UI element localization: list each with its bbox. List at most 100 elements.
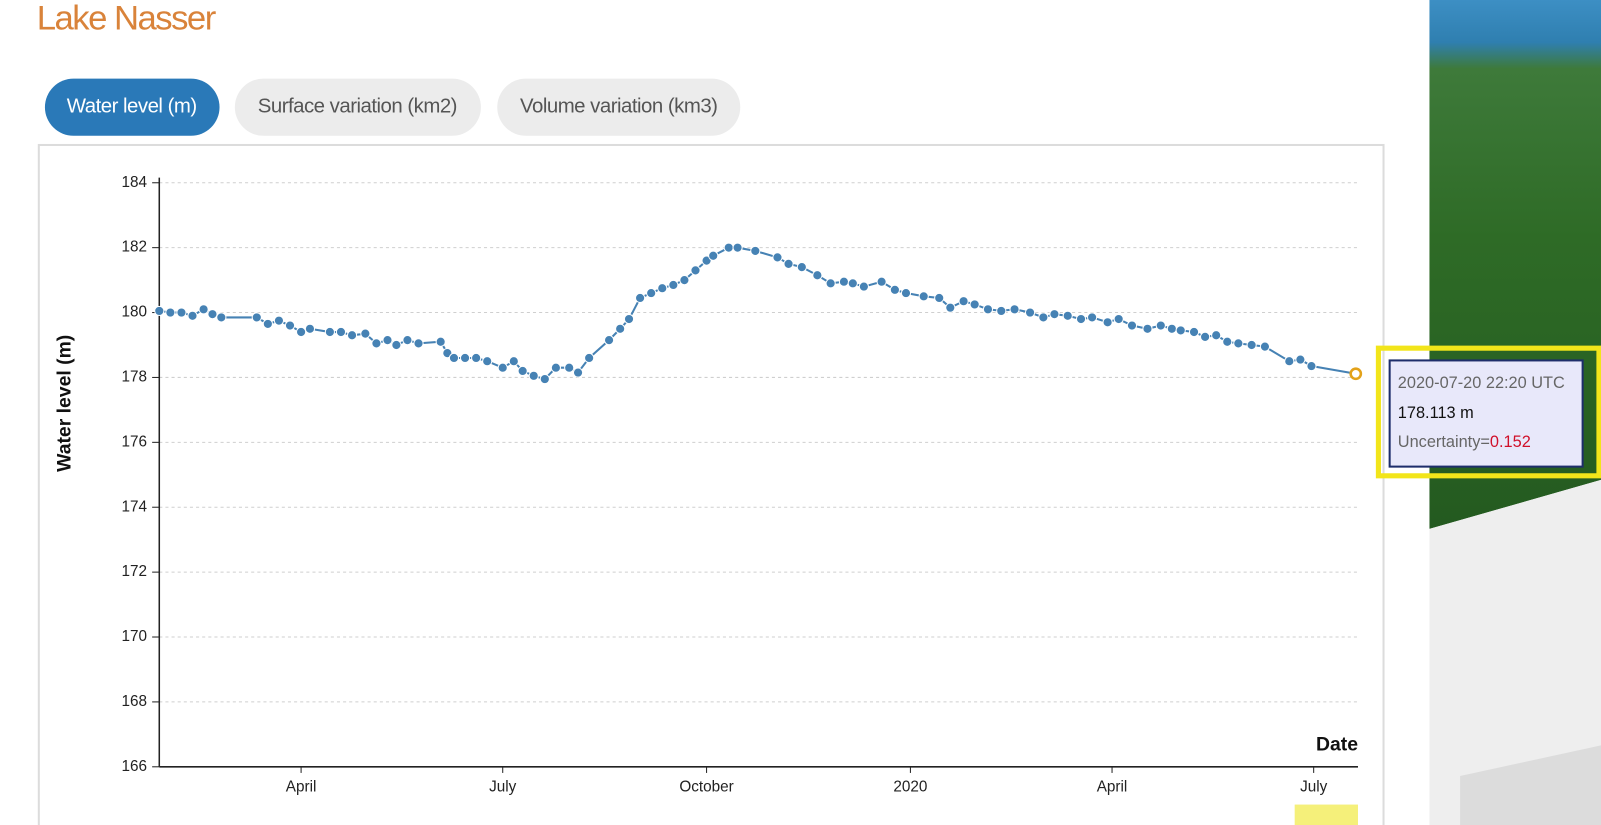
- data-point: [796, 262, 807, 273]
- data-point: [391, 339, 402, 351]
- data-point: [360, 328, 371, 339]
- data-point: [1188, 326, 1200, 338]
- data-point: [603, 335, 615, 346]
- data-point: [783, 258, 794, 269]
- data-point: [1049, 309, 1060, 320]
- plot: 166 168 170 172 174 176 178 180 182 184 April July O…: [122, 174, 1363, 795]
- data-point: [1113, 313, 1124, 325]
- page-title: Lake Nasser: [37, 0, 216, 38]
- data-point: [402, 335, 413, 346]
- tooltip-highlight: [1375, 345, 1601, 479]
- data-point: [528, 370, 539, 381]
- data-point: [413, 338, 424, 349]
- y-tick-label: 176: [122, 433, 148, 450]
- data-point: [945, 302, 956, 313]
- y-tick-label: 180: [122, 304, 148, 321]
- data-point: [176, 307, 187, 318]
- data-point: [657, 283, 668, 294]
- data-point: [448, 352, 460, 364]
- y-tick-label: 168: [122, 693, 148, 710]
- x-axis-label: Date: [1316, 733, 1358, 755]
- data-point: [165, 307, 176, 318]
- data-point: [1295, 354, 1306, 365]
- tab-label[interactable]: Water level (m): [67, 96, 197, 118]
- y-tick-label: 178: [122, 368, 148, 385]
- data-point: [324, 326, 336, 338]
- data-point: [187, 310, 198, 321]
- data-point: [550, 362, 562, 373]
- data-point: [1233, 338, 1244, 349]
- data-point: [668, 279, 679, 291]
- data-point: [564, 362, 575, 373]
- tooltip: [1388, 359, 1584, 468]
- data-point: [996, 305, 1007, 317]
- tooltip-uncertainty: Uncertainty=0.152: [1398, 433, 1531, 451]
- data-point: [1349, 367, 1363, 381]
- data-point: [958, 296, 969, 307]
- data-point: [216, 312, 227, 323]
- y-axis-label: Water level (m): [53, 335, 75, 472]
- data-point: [1306, 360, 1317, 372]
- y-tick-label: 174: [122, 498, 148, 515]
- data-point: [876, 276, 887, 287]
- y-tick-label: 182: [122, 239, 148, 256]
- data-point: [889, 284, 901, 295]
- data-point: [825, 278, 836, 289]
- x-tick-label: 2020: [893, 778, 927, 795]
- tab-label[interactable]: Volume variation (km3): [520, 96, 718, 118]
- data-point: [1126, 320, 1138, 331]
- data-point: [847, 278, 858, 289]
- x-tick-label: April: [1097, 778, 1128, 795]
- data-point: [382, 335, 393, 346]
- data-point: [371, 338, 382, 349]
- tooltip-uncertainty-label: Uncertainty=: [1398, 433, 1490, 451]
- data-point: [1075, 313, 1087, 325]
- data-point: [1222, 336, 1233, 347]
- data-point: [982, 304, 994, 315]
- data-point: [1284, 356, 1295, 367]
- data-point: [482, 356, 493, 367]
- data-point: [154, 305, 165, 317]
- data-point: [615, 323, 626, 334]
- tooltip-value: 178.113 m: [1398, 404, 1474, 422]
- data-point: [435, 336, 446, 347]
- tab[interactable]: [234, 78, 481, 136]
- data-point: [1009, 304, 1020, 315]
- data-point: [207, 309, 218, 320]
- data-point: [1199, 331, 1211, 342]
- data-point: [471, 352, 482, 364]
- tab[interactable]: [497, 78, 741, 136]
- tooltip-date: 2020-07-20 22:20 UTC: [1398, 374, 1565, 392]
- data-point: [1102, 317, 1113, 328]
- data-point: [1024, 307, 1036, 318]
- tab[interactable]: [44, 78, 220, 136]
- data-point: [812, 270, 823, 281]
- data-point: [772, 252, 783, 263]
- data-point: [346, 330, 358, 341]
- data-point: [198, 304, 209, 315]
- x-tick-label: July: [1300, 778, 1328, 795]
- background-panel: [1429, 479, 1601, 825]
- data-point: [969, 299, 980, 310]
- data-point: [1062, 310, 1073, 321]
- data-point: [1211, 330, 1222, 341]
- data-point: [508, 356, 519, 367]
- data-point: [934, 292, 945, 304]
- data-point: [723, 242, 734, 253]
- data-point: [708, 250, 719, 261]
- data-point: [262, 318, 273, 330]
- data-point: [1038, 312, 1049, 323]
- data-point: [679, 275, 690, 286]
- data-point: [900, 287, 912, 299]
- data-point: [517, 365, 528, 377]
- y-tick-label: 170: [122, 628, 148, 645]
- data-point: [572, 367, 584, 378]
- y-tick-label: 184: [122, 174, 148, 191]
- y-tick-label: 172: [122, 563, 148, 580]
- data-point: [584, 352, 595, 364]
- highlight: [1294, 804, 1358, 825]
- data-point: [539, 373, 550, 385]
- tab-label[interactable]: Surface variation (km2): [258, 96, 458, 118]
